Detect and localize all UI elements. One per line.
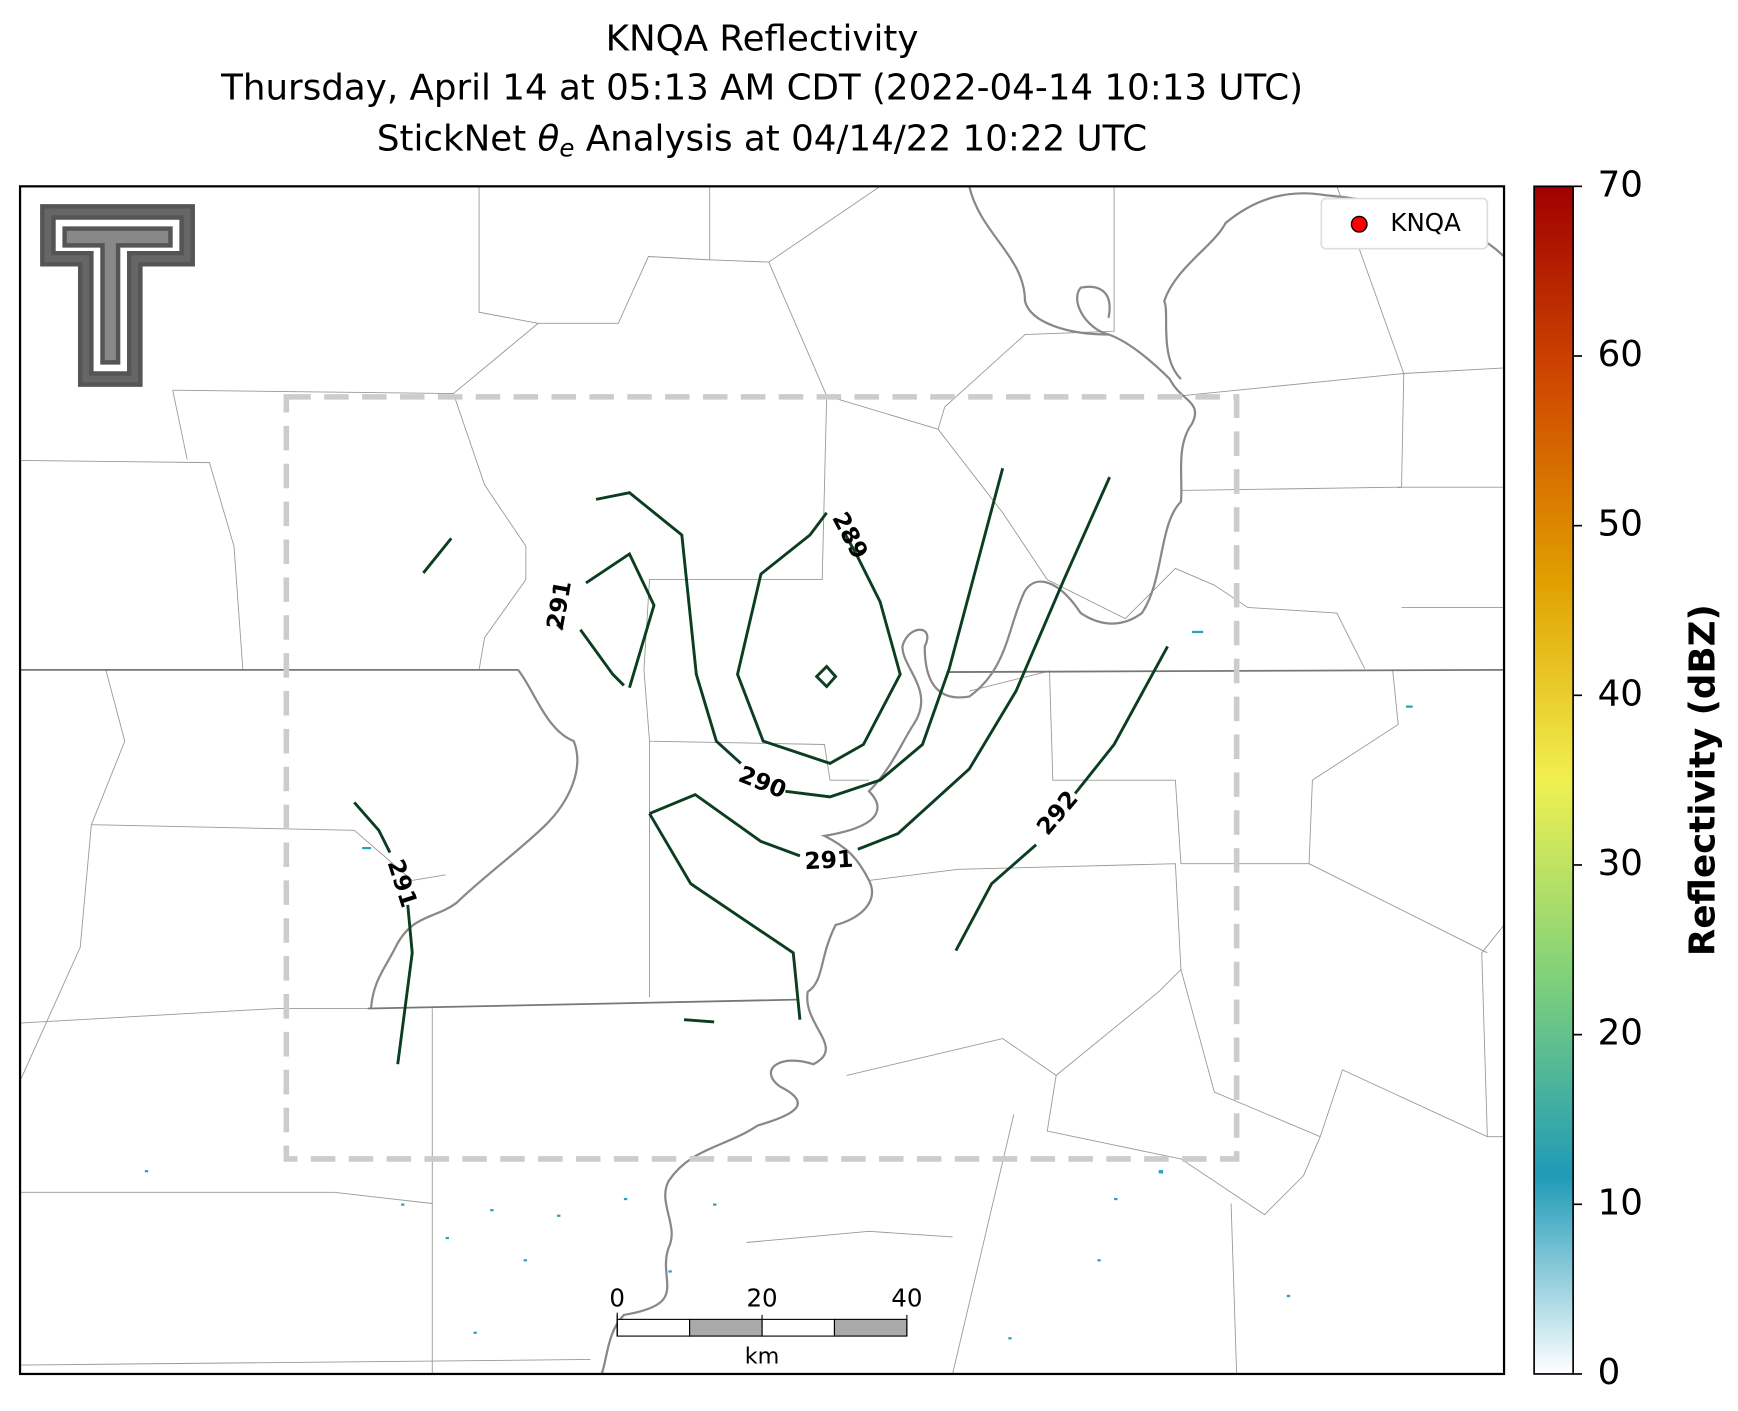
contour-line — [857, 476, 1111, 851]
colorbar-tick-label: 10 — [1598, 1182, 1643, 1223]
contour-line — [785, 467, 1005, 799]
colorbar-tick-label: 40 — [1598, 673, 1643, 714]
scale-segment — [761, 1318, 836, 1337]
scale-tick-label: 20 — [746, 1283, 777, 1312]
title-text: Analysis at 04/14/22 10:22 UTC — [574, 119, 1147, 160]
legend: KNQA — [1320, 197, 1489, 250]
title-theta: θ — [538, 119, 560, 160]
river — [600, 186, 1197, 1375]
contour-line — [736, 511, 902, 766]
scale-segment — [616, 1318, 691, 1337]
contour-line — [814, 664, 838, 689]
contour-line — [353, 801, 392, 854]
contour-label: 291 — [804, 845, 854, 876]
scale-segment — [689, 1318, 763, 1337]
contour-line — [1073, 645, 1169, 795]
scale-bar: km 0 20 40 — [609, 1283, 922, 1369]
title-text: StickNet — [377, 119, 538, 160]
legend-label: KNQA — [1390, 208, 1461, 237]
contour-line — [648, 812, 802, 1020]
title-line1: KNQA Reflectivity — [606, 18, 919, 59]
colorbar-tick-label: 30 — [1598, 843, 1643, 884]
analysis-domain — [283, 394, 1240, 1162]
colorbar: Reflectivity (dBZ) 0 10 20 30 40 50 60 70 — [1533, 164, 1724, 1393]
scale-unit: km — [745, 1344, 780, 1370]
scale-tick-label: 40 — [891, 1283, 922, 1312]
title-line2: Thursday, April 14 at 05:13 AM CDT (2022… — [220, 67, 1303, 108]
radar-echoes — [144, 630, 1413, 1340]
colorbar-tick-label: 0 — [1598, 1352, 1621, 1393]
contour-line — [422, 537, 453, 574]
colorbar-label: Reflectivity (dBZ) — [1683, 604, 1724, 956]
colorbar-scale — [1533, 185, 1574, 1375]
scale-segment — [833, 1318, 908, 1337]
logo — [40, 204, 195, 387]
title-subscript: e — [559, 134, 574, 163]
map-background — [20, 186, 1505, 1374]
contour-line — [954, 843, 1038, 952]
contour-line — [595, 491, 742, 765]
contour-line — [683, 1018, 715, 1024]
colorbar-tick-label: 50 — [1598, 504, 1643, 545]
colorbar-tick-label: 20 — [1598, 1013, 1643, 1054]
legend-marker — [1350, 215, 1368, 233]
title-line3: StickNet θe Analysis at 04/14/22 10:22 U… — [377, 119, 1147, 163]
county-lines — [19, 185, 1505, 1375]
colorbar-tick-label: 70 — [1598, 164, 1643, 205]
scale-tick-label: 0 — [609, 1283, 625, 1312]
contour-line — [648, 792, 801, 858]
contour-line — [556, 623, 564, 631]
contour-line — [396, 904, 414, 1065]
map-frame — [18, 185, 1506, 1376]
contour-line — [579, 628, 625, 687]
colorbar-tick-label: 60 — [1598, 334, 1643, 375]
legend-box — [1320, 197, 1489, 250]
contour-line — [585, 551, 656, 689]
